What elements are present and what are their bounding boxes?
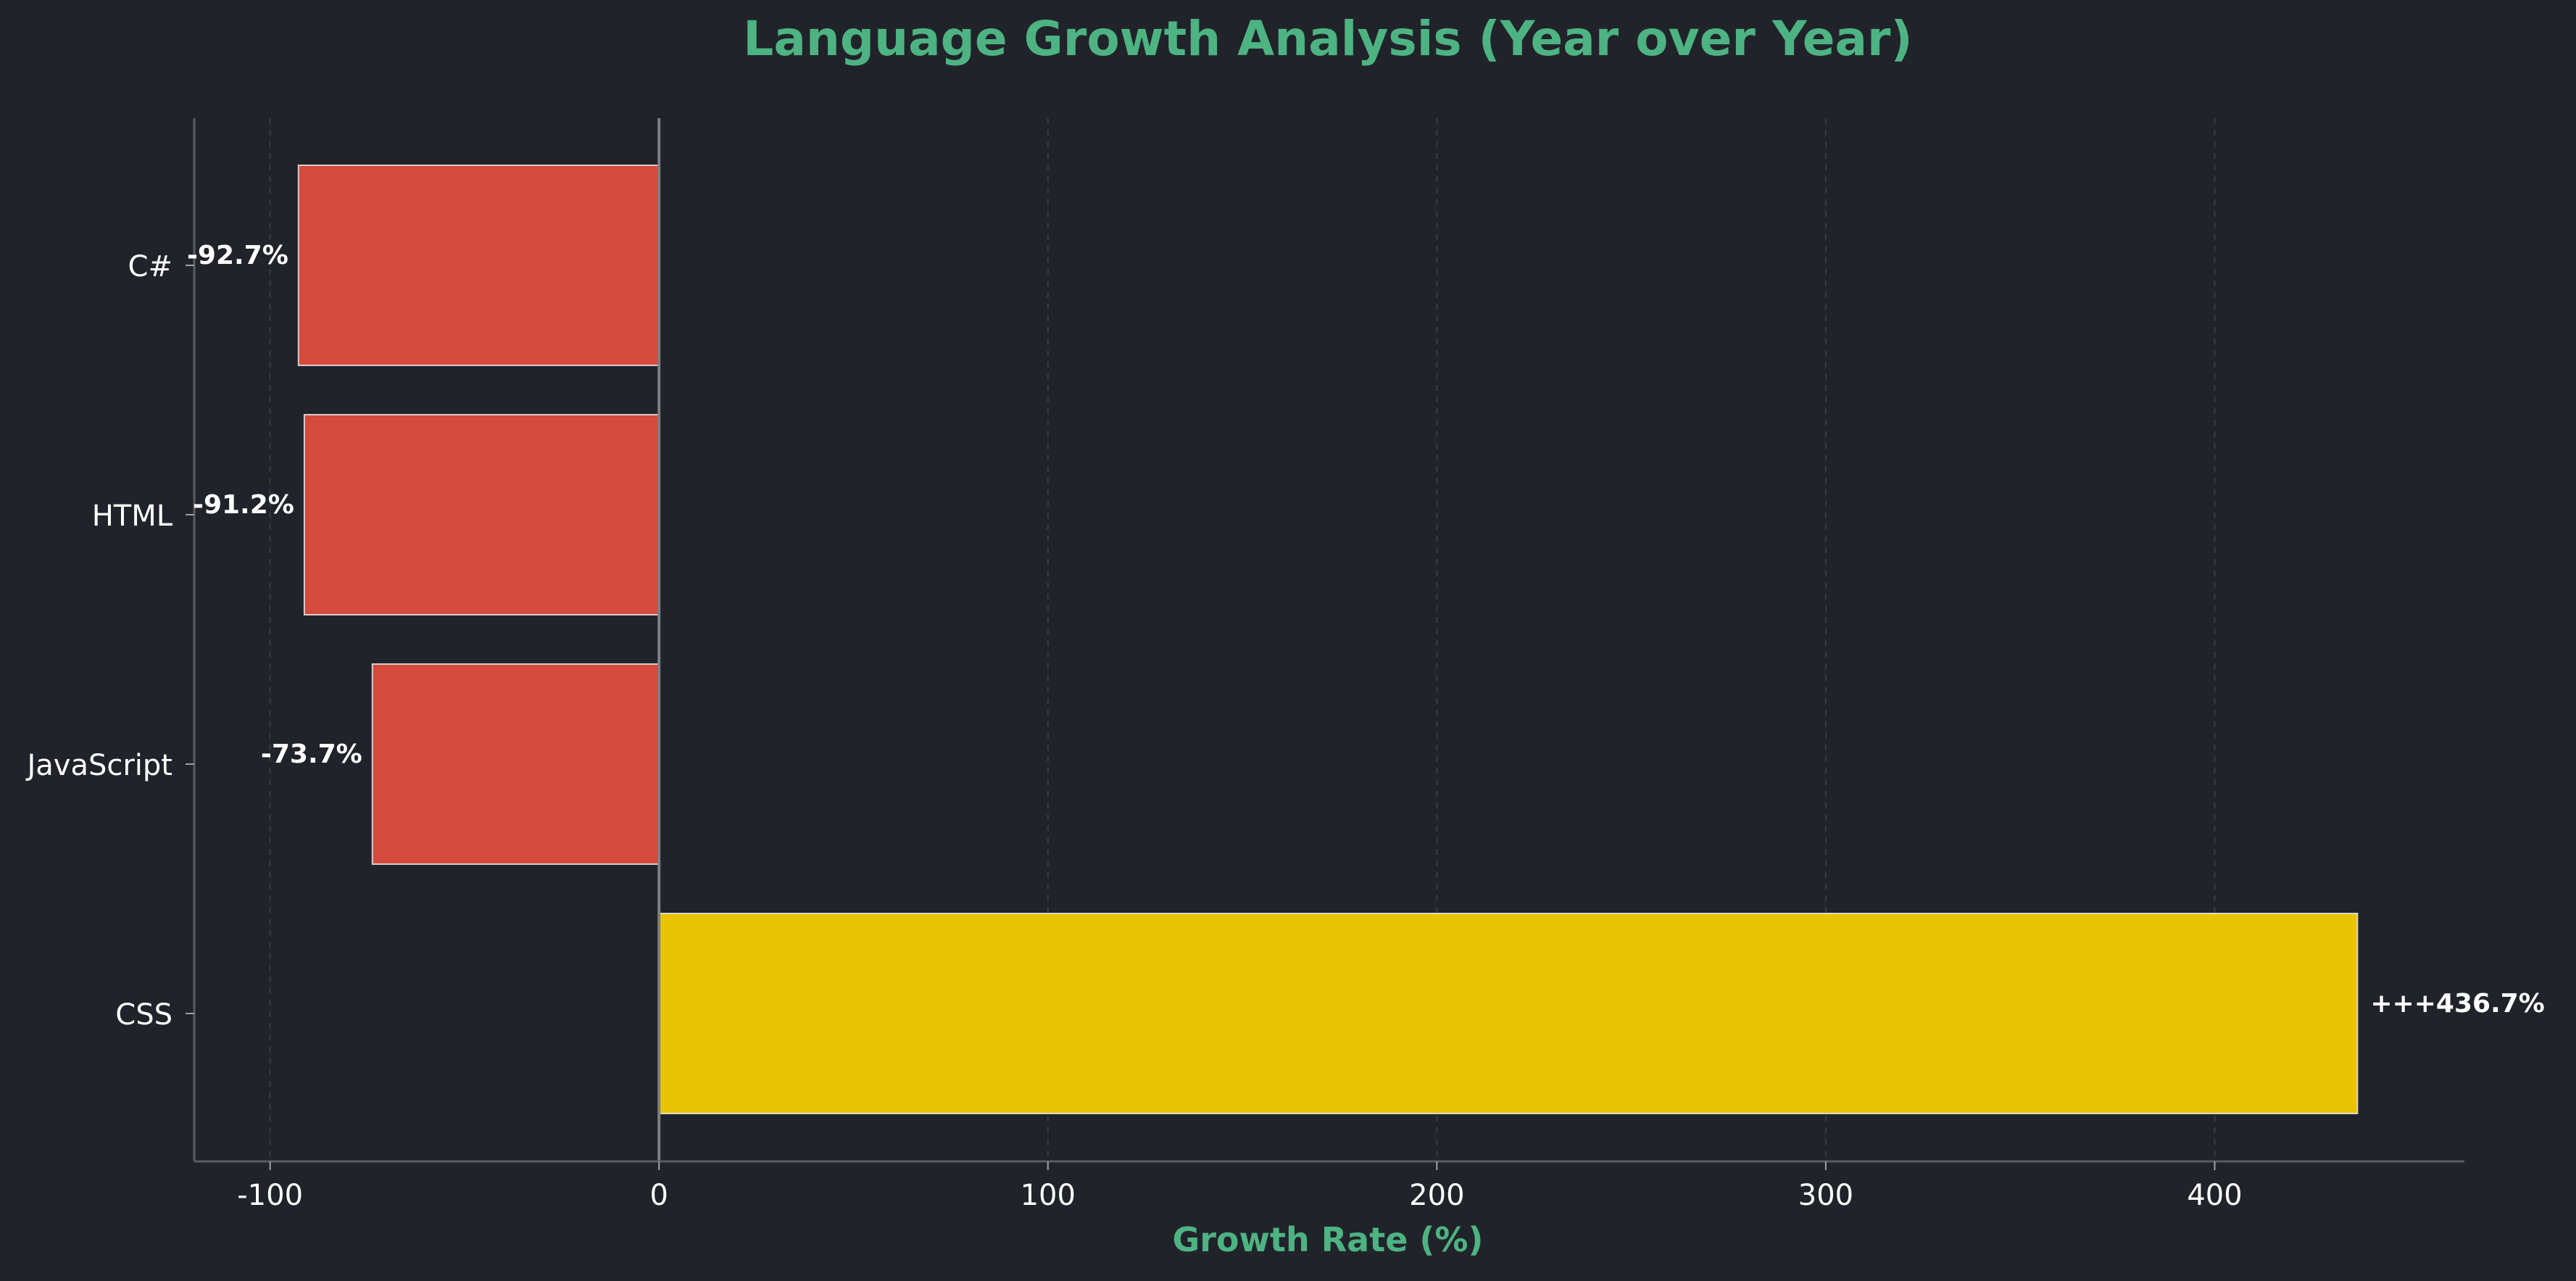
bar-c- [297,165,660,366]
x-tick-label: 400 [2187,1179,2242,1212]
x-tick-label: 300 [1798,1179,1853,1212]
x-axis-title: Growth Rate (%) [1172,1220,1483,1259]
y-tick-label: HTML [92,499,173,533]
x-tick-label: 100 [1021,1179,1076,1212]
x-tick-label: 0 [649,1179,668,1212]
bar-css [658,913,2359,1114]
chart-title: Language Growth Analysis (Year over Year… [743,11,1912,67]
x-tick-label: -100 [237,1179,303,1212]
y-tick-label: CSS [115,998,173,1032]
data-label: -91.2% [193,490,294,520]
labels-layer: -92.7% -91.2% -73.7% +++436.7% [187,241,2545,1019]
bar-html [303,414,660,615]
axes-layer: -100 0 100 200 300 400 C# HTML JavaScript CSS [25,118,2464,1212]
data-label: +++436.7% [2370,989,2544,1019]
data-label: -73.7% [261,739,362,769]
bars-layer [297,165,2359,1114]
bar-javascript [371,663,660,865]
y-tick-label: C# [128,250,173,283]
data-label: -92.7% [187,241,288,270]
y-tick-label: JavaScript [25,749,173,782]
x-tick-label: 200 [1409,1179,1464,1212]
